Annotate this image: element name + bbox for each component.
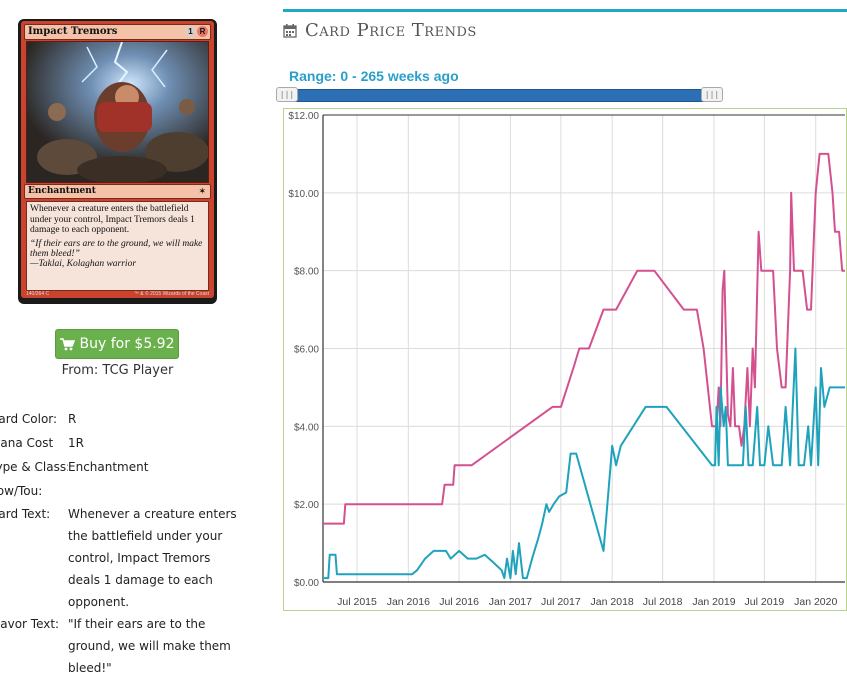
detail-label: Card Text: bbox=[0, 507, 51, 521]
calendar-icon bbox=[283, 23, 297, 38]
slider-handle-end[interactable]: ||| bbox=[701, 87, 723, 102]
detail-label: Card Color: bbox=[0, 412, 58, 426]
card-rules-text: Whenever a creature enters the battlefie… bbox=[30, 204, 195, 235]
card-image: Impact Tremors 1 R bbox=[18, 19, 217, 304]
x-tick-label: Jan 2016 bbox=[387, 596, 430, 608]
detail-label: Pow/Tou: bbox=[0, 484, 43, 498]
generic-mana-icon: 1 bbox=[185, 26, 196, 37]
card-flavor-attribution: —Taklai, Kolaghan warrior bbox=[30, 258, 137, 269]
y-tick-label: $10.00 bbox=[288, 189, 319, 200]
x-tick-label: Jul 2017 bbox=[541, 596, 581, 608]
detail-row-pow-tou: Pow/Tou: bbox=[0, 479, 244, 503]
card-footer: 140/264 C ™ & © 2015 Wizards of the Coas… bbox=[26, 291, 209, 298]
card-frame: Impact Tremors 1 R bbox=[21, 21, 214, 298]
detail-value: R bbox=[68, 412, 77, 426]
buy-button[interactable]: Buy for $5.92 bbox=[55, 329, 179, 359]
buy-button-label: Buy for $5.92 bbox=[79, 336, 175, 352]
card-type-line: Enchantment bbox=[28, 186, 96, 196]
artwork-illustration bbox=[27, 42, 208, 182]
price-series-line-2 bbox=[323, 347, 845, 580]
detail-row-type: Type & Class: Enchantment bbox=[0, 455, 244, 479]
collector-number: 140/264 C bbox=[26, 291, 50, 297]
card-name: Impact Tremors bbox=[28, 26, 118, 37]
x-tick-label: Jan 2018 bbox=[591, 596, 634, 608]
x-tick-label: Jul 2019 bbox=[745, 596, 785, 608]
dragons-of-tarkir-set-icon: ✶ bbox=[198, 186, 206, 196]
mana-cost: 1 R bbox=[185, 26, 208, 37]
card-type-bar: Enchantment ✶ bbox=[24, 184, 211, 199]
detail-row-mana-cost: Mana Cost 1R bbox=[0, 431, 244, 455]
slider-handle-start[interactable]: ||| bbox=[276, 87, 298, 102]
detail-label: Type & Class: bbox=[0, 460, 68, 474]
y-tick-label: $2.00 bbox=[294, 500, 319, 511]
price-chart: $0.00 $2.00 $4.00 $6.00 $8.00 $10.00 $12.00 Jul… bbox=[283, 108, 847, 612]
x-tick-label: Jul 2018 bbox=[643, 596, 683, 608]
card-artwork bbox=[26, 41, 209, 183]
detail-value bbox=[68, 479, 244, 503]
buy-source: From: TCG Player bbox=[61, 363, 174, 378]
x-tick-label: Jan 2017 bbox=[489, 596, 532, 608]
card-text-box: Whenever a creature enters the battlefie… bbox=[26, 201, 209, 291]
x-tick-label: Jul 2015 bbox=[337, 596, 377, 608]
y-tick-label: $0.00 bbox=[294, 578, 319, 589]
x-tick-label: Jan 2020 bbox=[794, 596, 837, 608]
y-tick-label: $8.00 bbox=[294, 267, 319, 278]
range-label: Range: 0 - 265 weeks ago bbox=[289, 68, 459, 84]
detail-value: Enchantment bbox=[68, 460, 149, 474]
y-tick-label: $4.00 bbox=[294, 422, 319, 433]
card-copyright: ™ & © 2015 Wizards of the Coast bbox=[133, 291, 209, 297]
price-series-line-1 bbox=[323, 152, 845, 525]
detail-value: 1R bbox=[68, 436, 84, 450]
shopping-cart-icon bbox=[59, 337, 75, 351]
price-chart-svg: $0.00 $2.00 $4.00 $6.00 $8.00 $10.00 $12.00 Jul… bbox=[283, 108, 847, 611]
detail-value: Whenever a creature enters the battlefie… bbox=[68, 507, 237, 609]
card-name-bar: Impact Tremors 1 R bbox=[24, 24, 211, 40]
price-trends-header: Card Price Trends bbox=[283, 20, 477, 41]
detail-row-color: Card Color: R bbox=[0, 407, 244, 431]
y-tick-label: $6.00 bbox=[294, 345, 319, 356]
chart-border bbox=[283, 108, 847, 611]
card-flavor-text: “If their ears are to the ground, we wil… bbox=[30, 238, 203, 259]
range-slider[interactable]: ||| ||| bbox=[276, 87, 723, 102]
x-tick-label: Jul 2016 bbox=[439, 596, 479, 608]
detail-label: Mana Cost bbox=[0, 436, 54, 450]
y-tick-label: $12.00 bbox=[288, 111, 319, 122]
section-title: Card Price Trends bbox=[305, 20, 477, 41]
slider-track[interactable] bbox=[282, 89, 717, 102]
card-details: Card Color: R Mana Cost 1R Type & Class:… bbox=[0, 407, 244, 679]
x-tick-label: Jan 2019 bbox=[692, 596, 735, 608]
section-divider bbox=[283, 9, 847, 12]
detail-row-card-text: Card Text: Whenever a creature enters th… bbox=[0, 503, 244, 613]
red-mana-icon: R bbox=[197, 26, 208, 37]
